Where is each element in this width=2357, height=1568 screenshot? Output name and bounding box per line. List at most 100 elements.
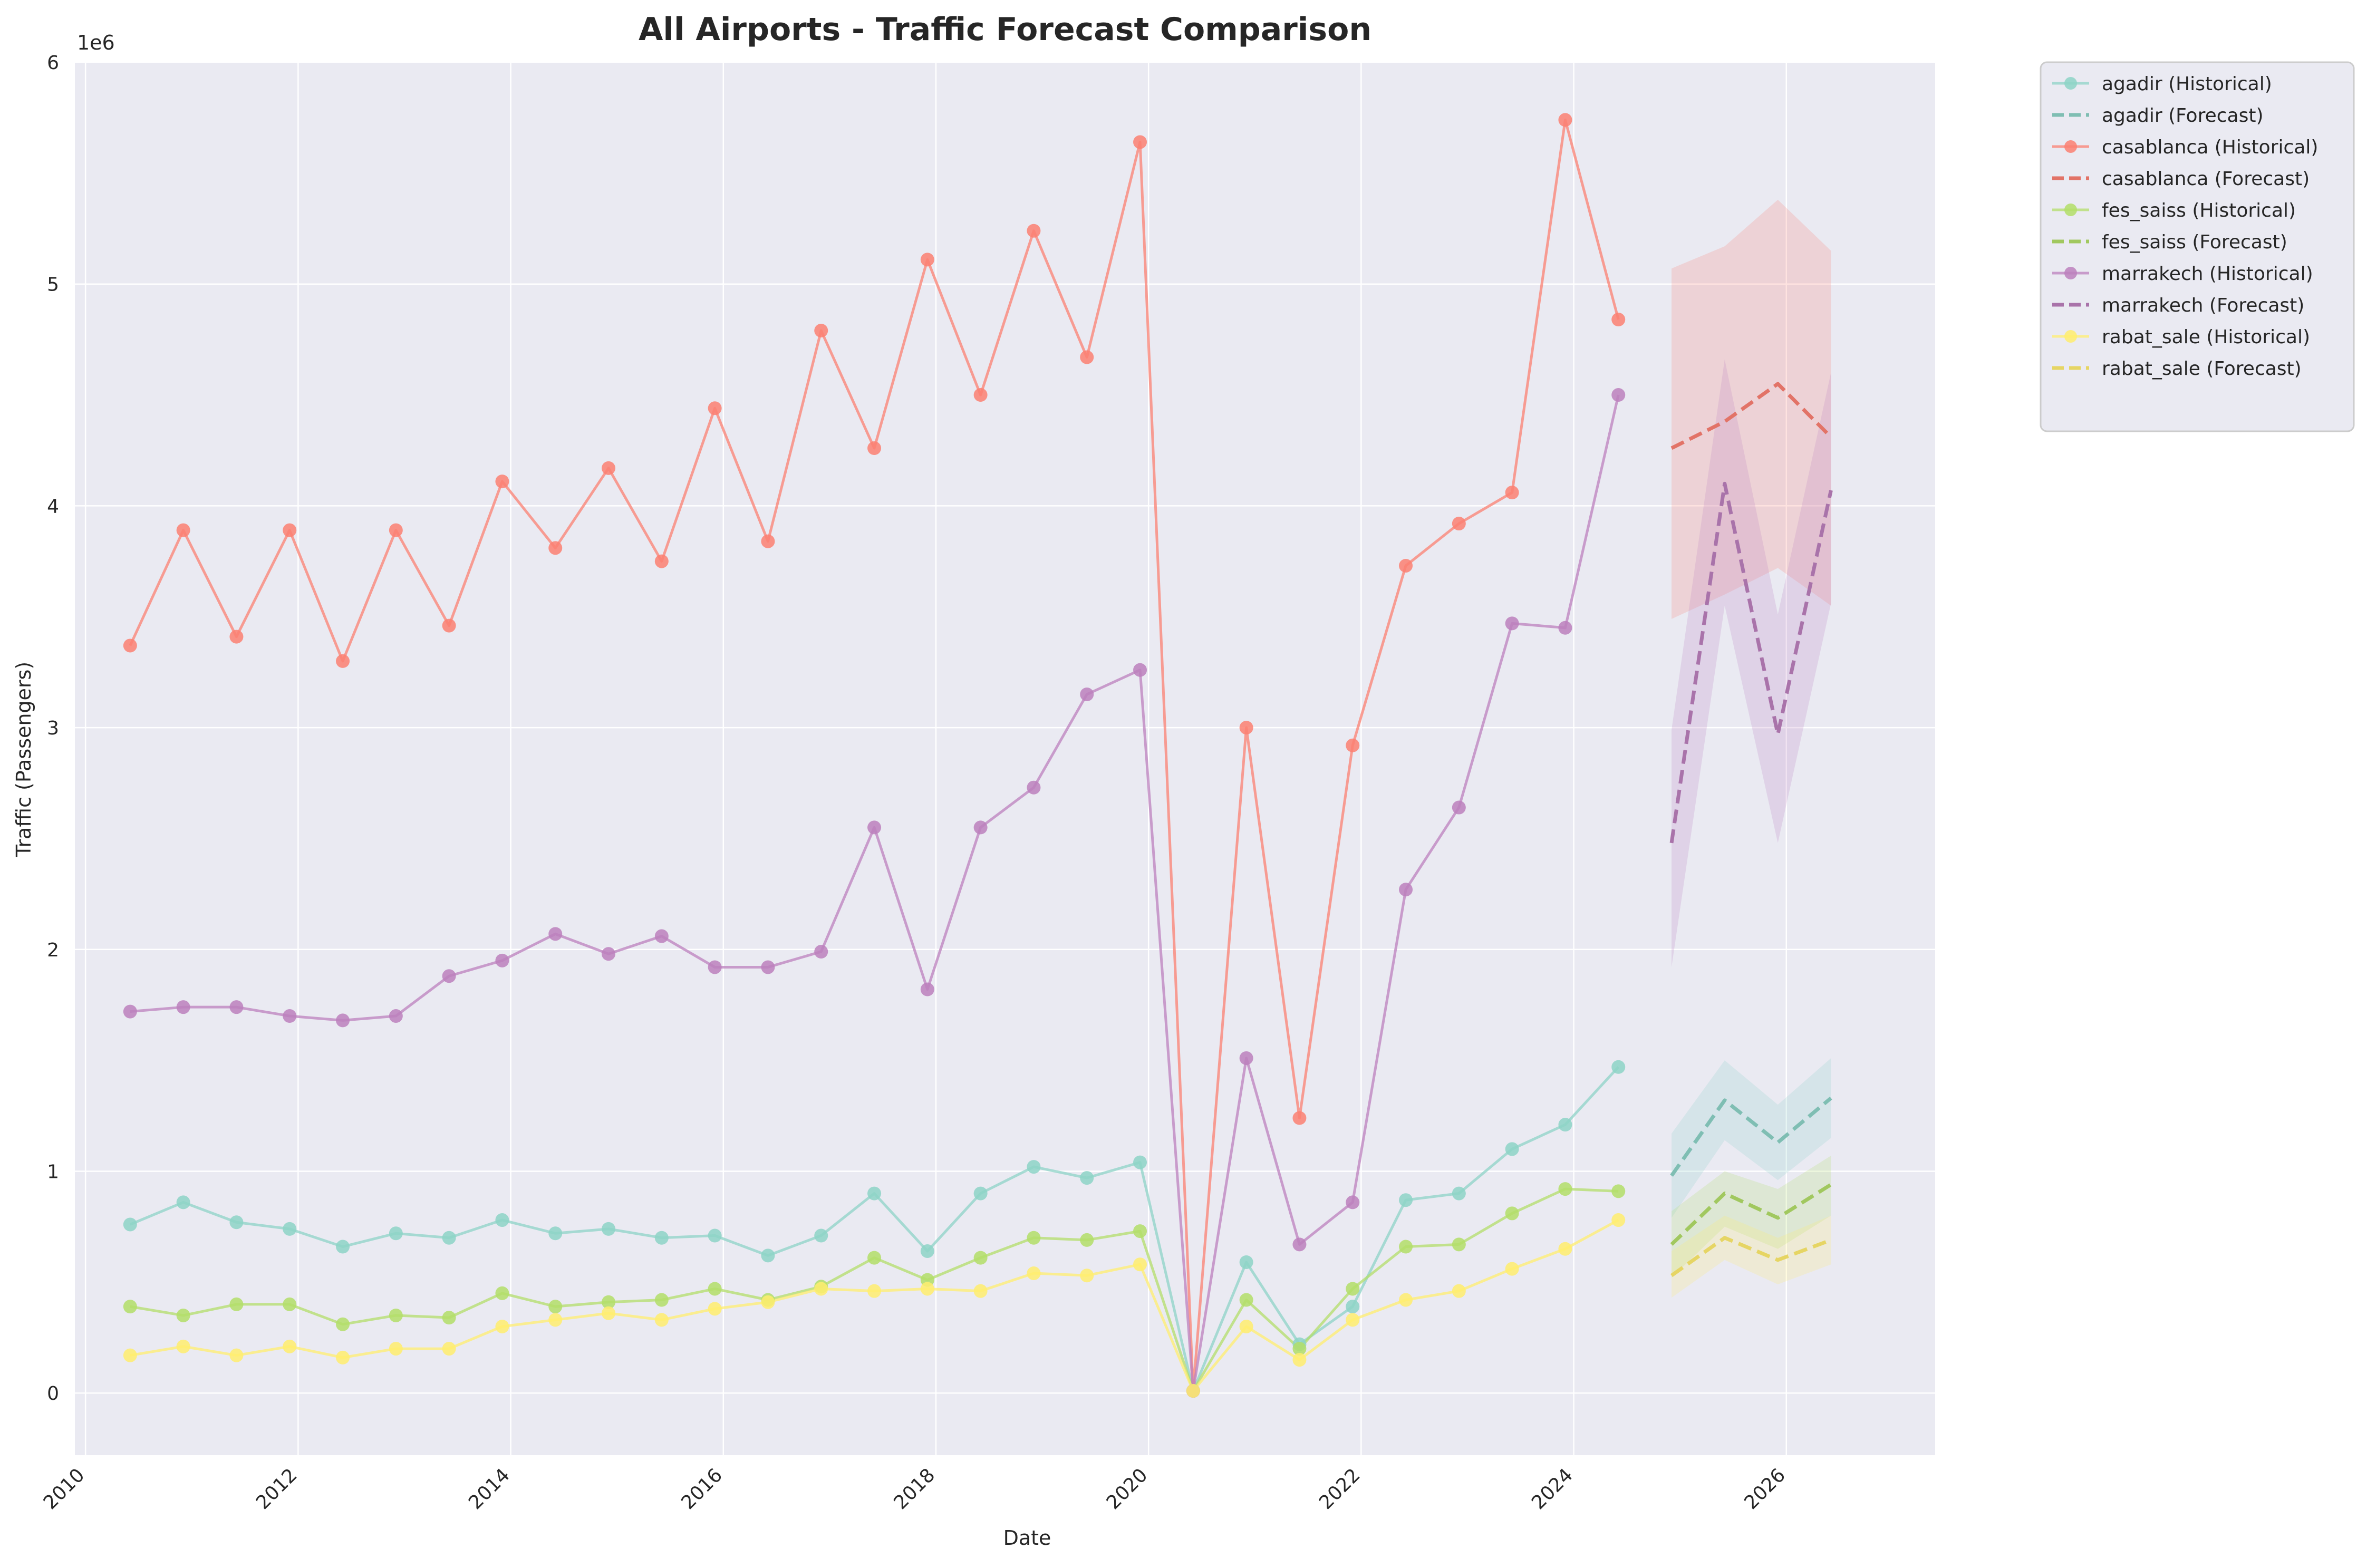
data-point-rabat_sale [1558,1242,1572,1256]
data-point-rabat_sale [283,1339,297,1353]
data-point-agadir [761,1248,775,1263]
data-point-marrakech [1611,388,1626,402]
legend-label: rabat_sale (Forecast) [2102,358,2302,380]
data-point-fes_saiss [336,1317,350,1331]
data-point-marrakech [708,960,722,974]
legend-item: casablanca (Forecast) [2052,168,2310,190]
forecast-line-fes_saiss [1670,1183,1832,1246]
data-point-marrakech [1558,621,1572,635]
data-point-fes_saiss [1239,1293,1253,1307]
legend-label: casablanca (Forecast) [2102,168,2310,190]
grid-lines [75,61,1935,1455]
data-point-fes_saiss [283,1297,297,1311]
legend-marker [2064,267,2077,279]
data-point-fes_saiss [548,1300,563,1314]
data-point-agadir [920,1244,934,1258]
data-point-rabat_sale [920,1282,934,1296]
data-point-fes_saiss [867,1251,882,1265]
forecast-line-casablanca [1670,382,1832,450]
data-point-casablanca [1292,1111,1307,1125]
data-point-fes_saiss [176,1308,190,1322]
data-point-casablanca [1505,486,1519,500]
legend-item: marrakech (Forecast) [2052,295,2304,316]
legend: agadir (Historical) agadir (Forecast) casa… [2040,61,2355,432]
data-point-fes_saiss [442,1311,456,1325]
data-point-agadir [1399,1193,1413,1207]
data-point-fes_saiss [1133,1224,1147,1238]
data-point-casablanca [123,638,137,653]
data-point-casablanca [920,253,934,267]
data-point-casablanca [442,618,456,633]
data-point-casablanca [602,461,616,475]
data-point-fes_saiss [973,1251,988,1265]
data-point-rabat_sale [1505,1262,1519,1276]
data-point-casablanca [1611,313,1626,327]
legend-marker [2064,77,2077,90]
data-point-marrakech [973,820,988,835]
data-point-fes_saiss [229,1297,244,1311]
legend-item: marrakech (Historical) [2052,263,2313,285]
data-point-casablanca [1346,738,1360,752]
data-point-casablanca [1239,721,1253,735]
data-point-casablanca [814,324,828,338]
y-tick-labels: 0 1 2 3 4 5 6 [47,52,59,1405]
data-point-casablanca [336,654,350,668]
plot-area [75,62,1935,1455]
legend-label: casablanca (Historical) [2102,137,2318,158]
data-point-agadir [442,1231,456,1245]
data-point-agadir [1346,1300,1360,1314]
data-point-marrakech [123,1004,137,1019]
data-point-rabat_sale [602,1306,616,1320]
data-point-marrakech [548,927,563,941]
forecast-line-marrakech [1669,481,1833,844]
data-point-fes_saiss [495,1286,509,1300]
data-point-fes_saiss [1346,1282,1360,1296]
data-point-rabat_sale [1452,1284,1466,1298]
y-tick-label: 4 [47,496,59,517]
data-point-agadir [867,1186,882,1201]
data-point-agadir [548,1226,563,1241]
data-point-marrakech [761,960,775,974]
legend-box [2040,61,2355,432]
data-point-rabat_sale [336,1350,350,1364]
data-point-rabat_sale [123,1348,137,1362]
legend-label: rabat_sale (Historical) [2102,326,2310,348]
data-point-casablanca [1027,224,1041,238]
data-point-marrakech [442,969,456,983]
data-point-rabat_sale [1027,1266,1041,1281]
data-point-agadir [389,1226,403,1241]
data-point-marrakech [283,1009,297,1023]
data-point-agadir [973,1186,988,1201]
data-point-marrakech [867,820,882,835]
data-point-fes_saiss [1080,1233,1094,1247]
data-point-marrakech [1346,1195,1360,1209]
data-point-rabat_sale [973,1284,988,1298]
legend-marker [2064,204,2077,216]
data-point-agadir [336,1240,350,1254]
data-point-casablanca [1399,558,1413,573]
data-point-fes_saiss [1399,1240,1413,1254]
data-point-marrakech [1133,663,1147,677]
legend-item: rabat_sale (Historical) [2052,326,2310,348]
forecast-line-rabat_sale [1670,1236,1832,1277]
y-tick-label: 1 [47,1162,59,1183]
confidence-band-rabat_sale [1672,1215,1831,1298]
data-point-marrakech [1399,883,1413,897]
data-point-rabat_sale [1399,1293,1413,1307]
series-markers [123,113,1626,1398]
confidence-band-casablanca [1672,199,1831,619]
data-point-rabat_sale [442,1342,456,1356]
data-point-agadir [1133,1155,1147,1169]
data-point-fes_saiss [389,1308,403,1322]
data-point-casablanca [176,523,190,537]
legend-label: agadir (Forecast) [2102,105,2264,127]
legend-marker [2064,330,2077,343]
data-point-fes_saiss [1292,1342,1307,1356]
data-point-marrakech [1239,1051,1253,1065]
data-point-marrakech [495,953,509,967]
data-point-marrakech [1505,616,1519,631]
legend-item: rabat_sale (Forecast) [2052,358,2302,380]
y-tick-label: 0 [47,1383,59,1405]
data-point-casablanca [761,534,775,548]
